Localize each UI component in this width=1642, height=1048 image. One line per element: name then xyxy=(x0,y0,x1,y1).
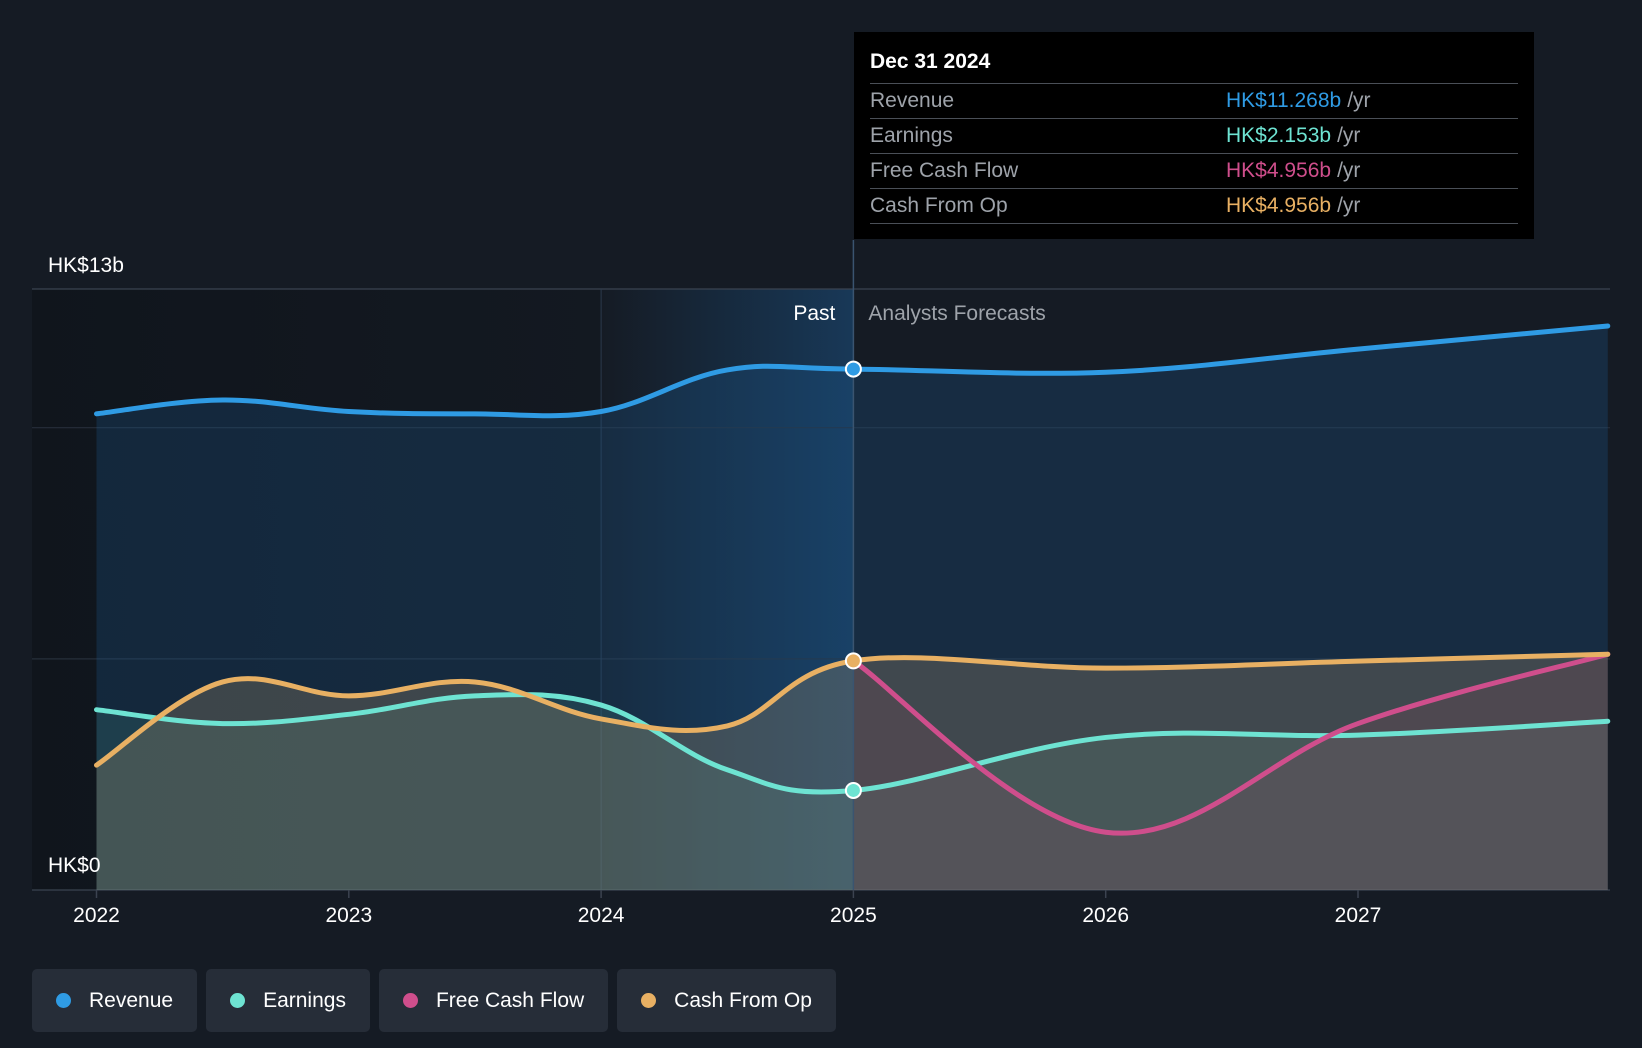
legend-item-revenue[interactable]: Revenue xyxy=(32,969,198,1032)
past-region xyxy=(32,289,602,890)
x-tick-label: 2025 xyxy=(830,904,877,927)
x-tick-label: 2023 xyxy=(325,904,372,927)
cash-from-op-dot-icon xyxy=(641,993,657,1008)
chart-svg: HK$13b HK$0 Past Analysts Forecasts 2022… xyxy=(32,240,1611,927)
fcf-line xyxy=(850,651,1611,836)
tooltip-label: Earnings xyxy=(870,124,953,147)
free-cash-flow-dot-icon xyxy=(402,993,418,1008)
legend-label: Cash From Op xyxy=(674,988,812,1012)
tooltip-label: Cash From Op xyxy=(870,194,1008,217)
earnings-dot-icon xyxy=(230,993,246,1008)
tooltip-unit: /yr xyxy=(1337,194,1361,217)
tooltip-value: HK$2.153b xyxy=(1226,124,1332,147)
tooltip-unit: /yr xyxy=(1337,159,1361,182)
fcf-area xyxy=(853,654,1608,890)
legend-item-cash-from-op[interactable]: Cash From Op xyxy=(617,969,836,1032)
tooltip-value: HK$11.268b xyxy=(1226,89,1342,112)
x-axis-ticks: 2022 2023 2024 2025 2026 2027 xyxy=(73,890,1381,927)
legend-label: Revenue xyxy=(89,988,174,1012)
tooltip-value: HK$4.956b xyxy=(1226,159,1332,182)
tooltip-date: Dec 31 2024 xyxy=(870,46,1518,84)
revenue-marker xyxy=(844,360,862,378)
earnings-marker xyxy=(844,781,862,799)
hover-markers xyxy=(844,360,862,799)
cfo-area xyxy=(96,654,1608,890)
legend-item-free-cash-flow[interactable]: Free Cash Flow xyxy=(378,969,609,1032)
legend-item-earnings[interactable]: Earnings xyxy=(206,969,370,1032)
tooltip-row-earnings: Earnings HK$2.153b /yr xyxy=(870,119,1518,154)
tooltip-row-revenue: Revenue HK$11.268b /yr xyxy=(870,84,1518,119)
forecast-label: Analysts Forecasts xyxy=(868,302,1045,325)
revenue-line xyxy=(94,323,1611,419)
cfo-marker xyxy=(844,652,862,670)
tooltip-label: Free Cash Flow xyxy=(870,159,1019,182)
x-tick-label: 2027 xyxy=(1335,904,1382,927)
x-tick-label: 2022 xyxy=(73,904,120,927)
legend: Revenue Earnings Free Cash Flow Cash Fro… xyxy=(32,969,836,1032)
revenue-dot-icon xyxy=(56,993,71,1008)
tooltip-row-free-cash-flow: Free Cash Flow HK$4.956b /yr xyxy=(870,154,1518,189)
legend-label: Earnings xyxy=(263,988,346,1012)
tooltip-unit: /yr xyxy=(1337,124,1361,147)
tooltip-label: Revenue xyxy=(870,89,955,112)
tooltip-row-cash-from-op: Cash From Op HK$4.956b /yr xyxy=(870,189,1518,224)
gridlines xyxy=(32,288,1610,891)
tooltip-value: HK$4.956b xyxy=(1226,194,1332,217)
tooltip-unit: /yr xyxy=(1347,89,1371,112)
revenue-area xyxy=(96,325,1608,890)
x-tick-label: 2024 xyxy=(578,904,625,927)
tooltip-panel: Dec 31 2024 Revenue HK$11.268b /yr Earni… xyxy=(854,32,1534,239)
y-axis-bottom-label: HK$0 xyxy=(48,854,101,877)
legend-label: Free Cash Flow xyxy=(435,988,585,1012)
series-lines xyxy=(94,323,1611,836)
y-axis-top-label: HK$13b xyxy=(48,254,124,277)
cfo-line xyxy=(94,651,1611,768)
earnings-line xyxy=(94,692,1611,795)
x-tick-label: 2026 xyxy=(1082,904,1129,927)
past-label: Past xyxy=(793,302,835,325)
